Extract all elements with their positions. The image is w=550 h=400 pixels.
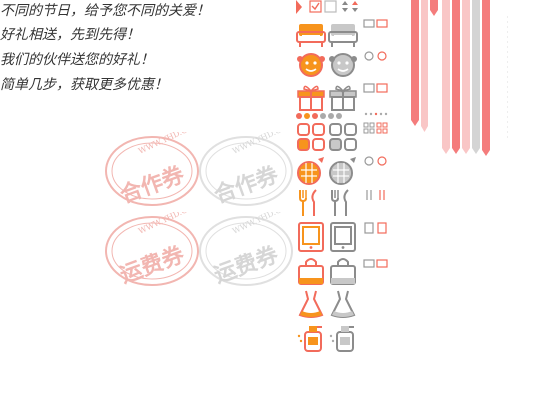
fruit-small-icon <box>364 156 387 166</box>
sort-up-icon <box>342 1 348 5</box>
ribbon-red <box>452 0 460 154</box>
baby-small-icon <box>364 51 387 61</box>
shopping-bag-icon <box>298 258 324 285</box>
cutlery-icon <box>331 189 349 216</box>
ribbon-gray <box>472 0 480 154</box>
stamp-label: 运费券 <box>117 241 189 288</box>
ribbon-pink <box>421 0 428 132</box>
checkbox-checked-icon <box>309 0 322 13</box>
tablet-icon <box>330 222 356 252</box>
checkbox-empty-icon <box>324 0 337 13</box>
grid-category-icon <box>329 123 357 151</box>
lotion-bottle-icon <box>297 326 322 352</box>
coupon-stamp-shipping: WWW.YHD.COM 运费券 <box>105 212 202 289</box>
stamp-url: WWW.YHD.COM <box>231 212 296 236</box>
stamp-label: 合作券 <box>211 161 283 208</box>
ribbon-red <box>482 0 490 156</box>
stamp-url: WWW.YHD.COM <box>137 132 202 156</box>
gift-small-icon <box>363 83 388 93</box>
promo-line-3: 我们的伙伴送您的好礼！ <box>0 52 154 68</box>
sofa-icon <box>296 24 326 47</box>
fruit-icon <box>329 157 356 185</box>
arrow-right-icon <box>296 0 302 14</box>
pagination-dots-icon <box>296 113 342 119</box>
sofa-icon <box>328 24 358 47</box>
tablet-icon <box>298 222 324 252</box>
gift-box-icon <box>297 85 325 111</box>
sofa-small-icon <box>363 19 388 28</box>
dress-icon <box>330 290 356 318</box>
sort-down-icon <box>342 8 348 12</box>
ribbon-pink <box>462 0 470 154</box>
grid-category-icon <box>297 123 325 151</box>
ribbon-banner-strip <box>411 0 508 156</box>
promo-line-2: 好礼相送，先到先得！ <box>0 27 140 43</box>
ribbon-red-short <box>430 0 438 16</box>
coupon-stamp-cooperation: WWW.YHD.COM 合作券 <box>105 132 202 209</box>
cutlery-small-icon <box>366 190 385 200</box>
ribbon-red <box>411 0 419 126</box>
baby-face-icon <box>329 53 357 77</box>
small-icon-column <box>363 19 388 268</box>
stamp-url: WWW.YHD.COM <box>137 212 202 236</box>
baby-face-icon <box>297 53 325 77</box>
bag-small-icon <box>363 259 388 268</box>
stamp-url: WWW.YHD.COM <box>231 132 296 156</box>
promo-line-4: 简单几步，获取更多优惠！ <box>0 77 168 93</box>
dots-small-icon <box>364 112 388 116</box>
coupon-stamp-shipping: WWW.YHD.COM 运费券 <box>199 212 296 289</box>
grid-small-icon <box>363 122 388 134</box>
tablet-small-icon <box>364 222 387 234</box>
ribbon-pink <box>442 0 450 154</box>
fruit-icon <box>297 157 324 185</box>
promo-line-1: 不同的节日，给予您不同的关爱！ <box>0 3 210 19</box>
top-controls-strip <box>296 0 358 14</box>
stamp-label: 运费券 <box>211 241 283 288</box>
coupon-stamp-cooperation: WWW.YHD.COM 合作券 <box>199 132 296 209</box>
gift-box-icon <box>329 85 357 111</box>
lotion-bottle-icon <box>329 326 354 352</box>
cutlery-icon <box>299 189 317 216</box>
shopping-bag-icon <box>330 258 356 285</box>
stamp-label: 合作券 <box>117 161 189 208</box>
dress-icon <box>298 290 324 318</box>
